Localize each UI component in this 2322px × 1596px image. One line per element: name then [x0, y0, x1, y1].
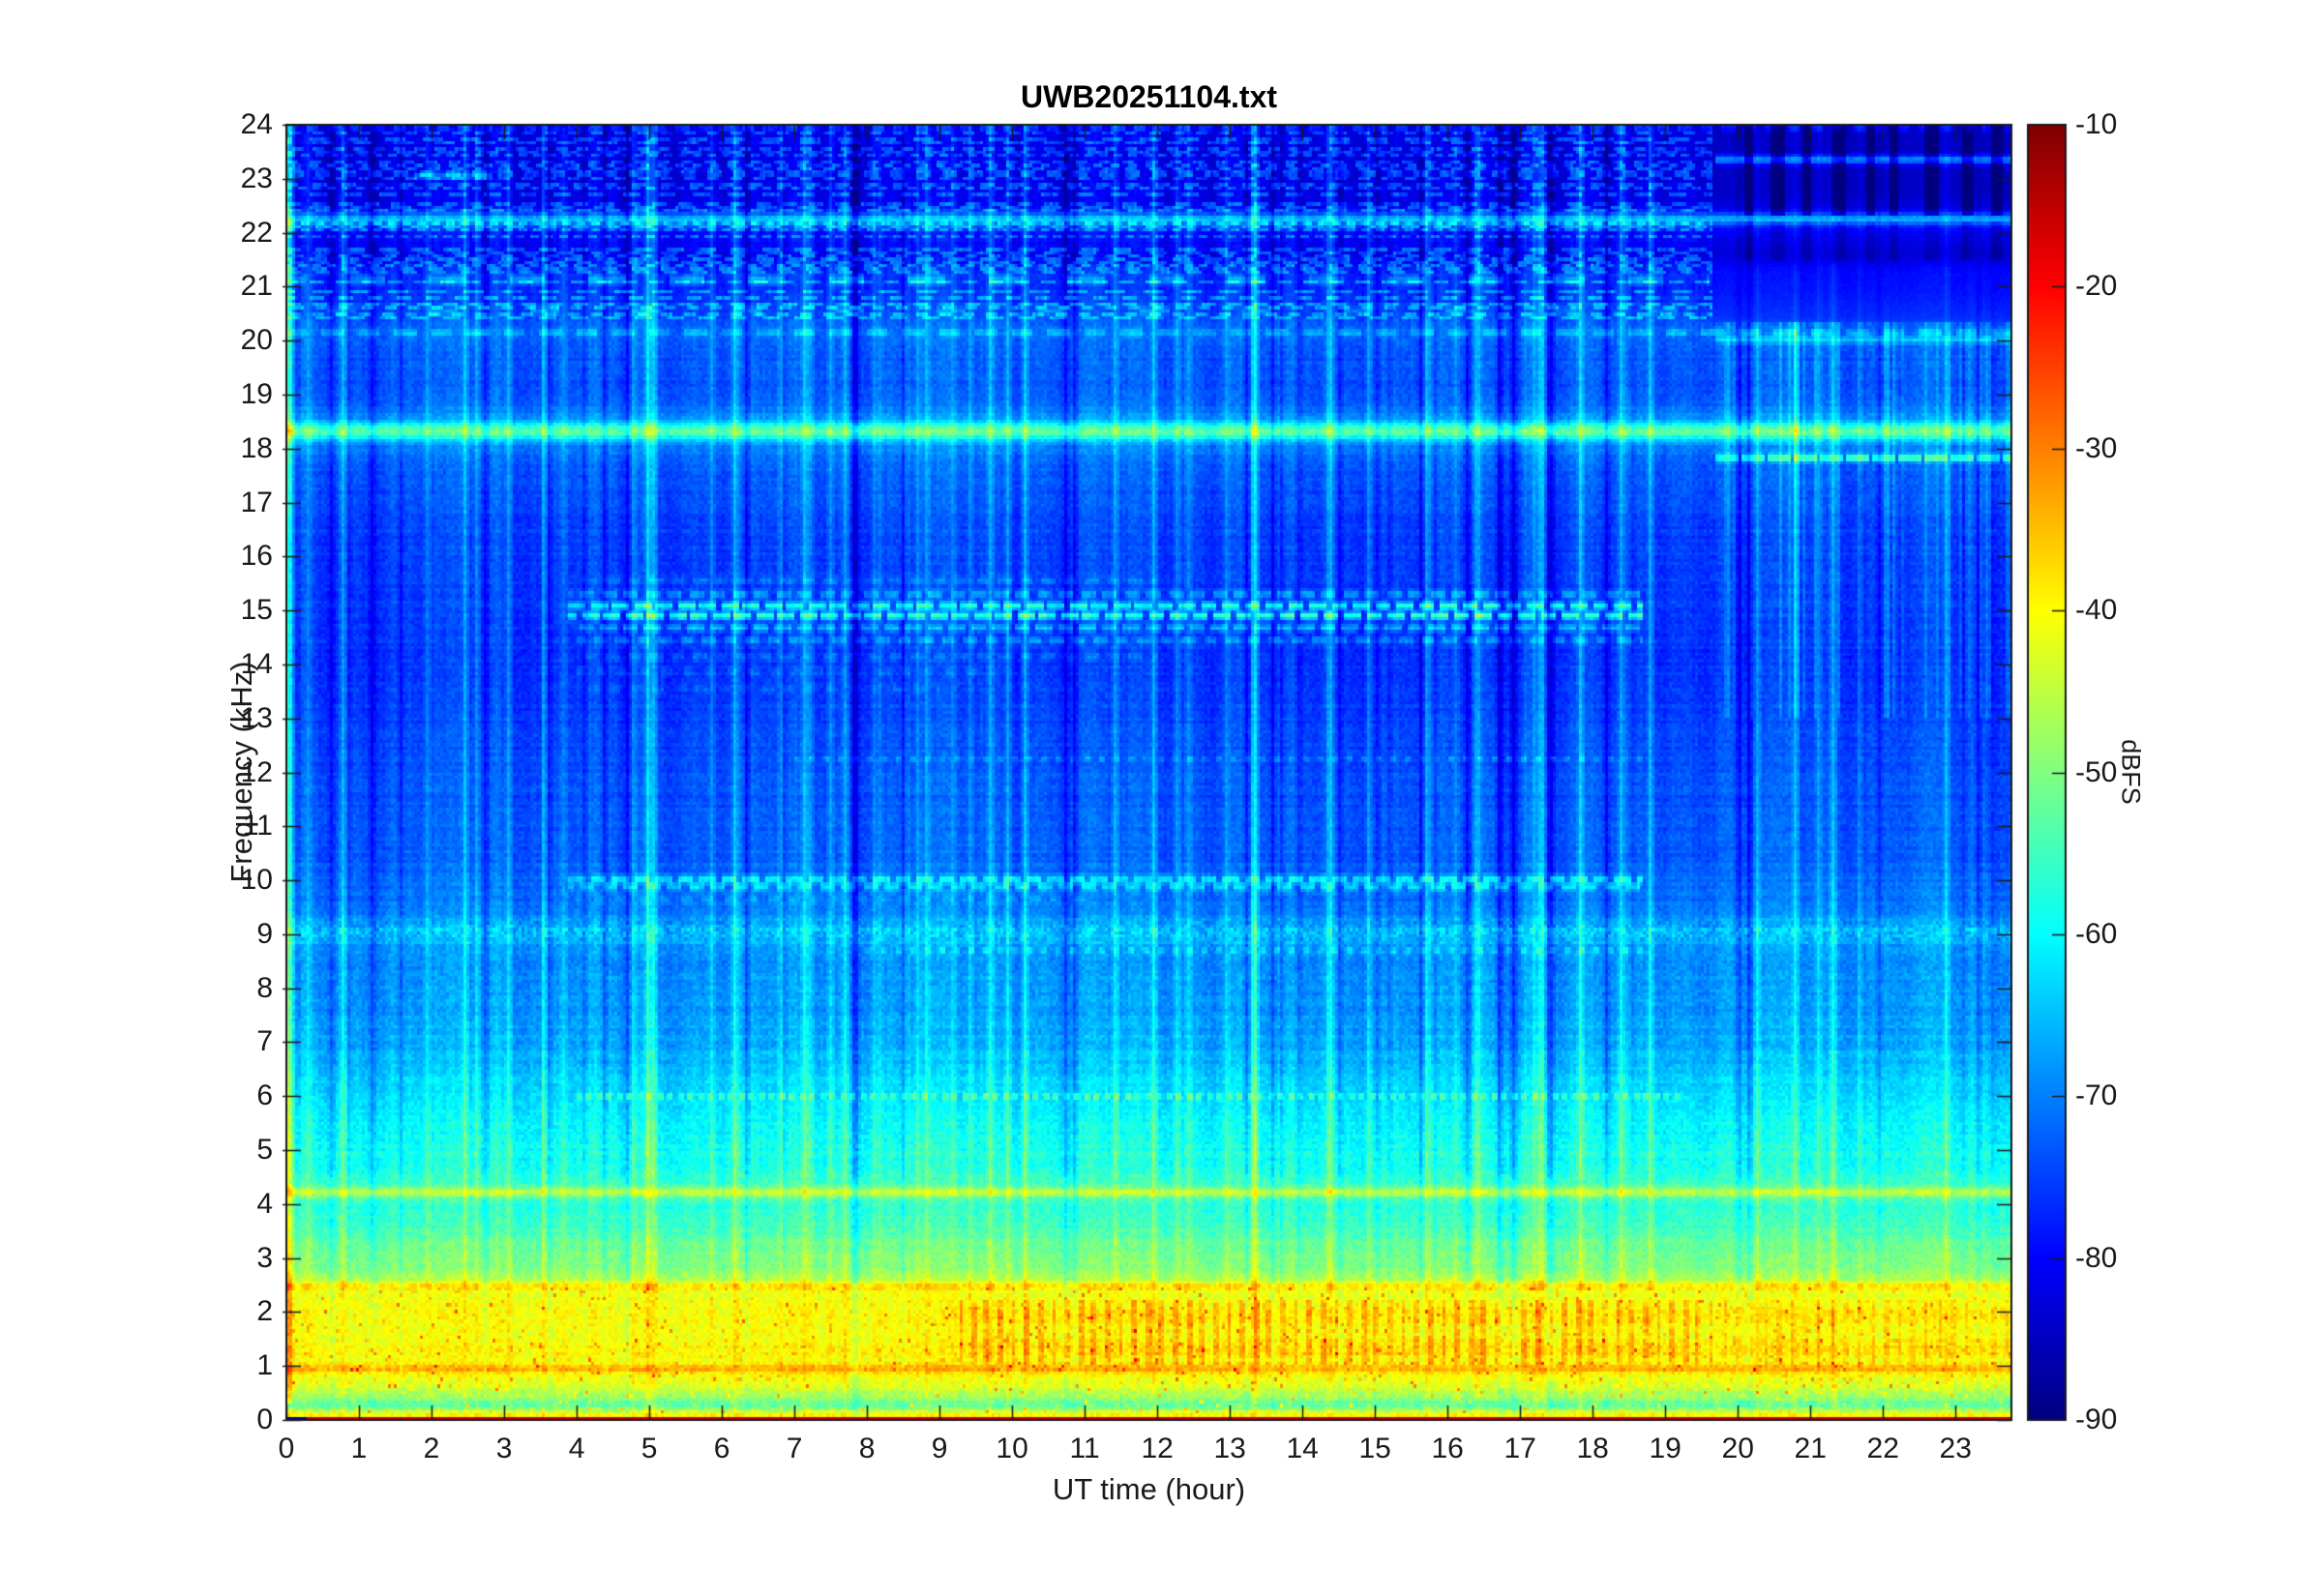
x-tick-label-20: 20 [1721, 1433, 1754, 1464]
colorbar-tick-label--80: -80 [2075, 1241, 2118, 1274]
x-tick-label-14: 14 [1286, 1433, 1319, 1464]
x-tick-label-10: 10 [996, 1433, 1028, 1464]
y-tick-label-9: 9 [256, 917, 273, 950]
y-tick-label-1: 1 [256, 1349, 273, 1382]
colorbar-tick-label--30: -30 [2075, 431, 2118, 464]
y-tick-label-8: 8 [256, 971, 273, 1004]
y-tick-label-19: 19 [240, 377, 273, 410]
y-tick-label-24: 24 [240, 108, 273, 140]
x-tick-label-18: 18 [1576, 1433, 1609, 1464]
colorbar-tick-label--60: -60 [2075, 917, 2118, 950]
y-tick-label-10: 10 [240, 864, 273, 897]
x-tick-label-4: 4 [568, 1433, 585, 1464]
x-tick-label-0: 0 [278, 1433, 295, 1464]
y-tick-label-17: 17 [240, 486, 273, 518]
y-tick-label-0: 0 [256, 1404, 273, 1435]
colorbar-tick-label--50: -50 [2075, 755, 2118, 788]
y-tick-label-13: 13 [240, 701, 273, 734]
x-tick-label-6: 6 [713, 1433, 730, 1464]
y-tick-label-18: 18 [240, 431, 273, 464]
chart-title: UWB20251104.txt [1020, 79, 1278, 114]
colorbar-tick-label--20: -20 [2075, 270, 2118, 303]
y-tick-label-22: 22 [240, 216, 273, 249]
y-tick-label-4: 4 [256, 1187, 273, 1220]
colorbar-tick-label--10: -10 [2075, 108, 2118, 140]
x-tick-label-23: 23 [1939, 1433, 1972, 1464]
y-tick-label-3: 3 [256, 1241, 273, 1274]
x-tick-label-22: 22 [1866, 1433, 1899, 1464]
y-tick-label-7: 7 [256, 1025, 273, 1058]
x-tick-label-8: 8 [858, 1433, 876, 1464]
y-tick-label-20: 20 [240, 324, 273, 357]
x-tick-label-1: 1 [350, 1433, 368, 1464]
y-tick-label-16: 16 [240, 540, 273, 573]
x-tick-label-9: 9 [931, 1433, 948, 1464]
y-tick-label-2: 2 [256, 1295, 273, 1328]
y-tick-label-21: 21 [240, 270, 273, 303]
x-tick-label-13: 13 [1213, 1433, 1246, 1464]
colorbar-tick-label--90: -90 [2075, 1404, 2118, 1435]
x-tick-label-7: 7 [786, 1433, 803, 1464]
x-tick-label-11: 11 [1069, 1433, 1100, 1464]
y-tick-label-12: 12 [240, 755, 273, 788]
y-tick-label-23: 23 [240, 162, 273, 194]
x-tick-label-2: 2 [423, 1433, 440, 1464]
y-tick-label-14: 14 [240, 647, 273, 680]
x-tick-label-19: 19 [1649, 1433, 1682, 1464]
x-tick-label-3: 3 [495, 1433, 513, 1464]
colorbar-tick-label--70: -70 [2075, 1079, 2118, 1112]
x-tick-label-5: 5 [640, 1433, 658, 1464]
y-tick-label-5: 5 [256, 1134, 273, 1167]
x-tick-label-12: 12 [1141, 1433, 1174, 1464]
x-tick-label-17: 17 [1503, 1433, 1536, 1464]
x-tick-label-21: 21 [1794, 1433, 1827, 1464]
x-tick-label-16: 16 [1431, 1433, 1464, 1464]
y-tick-label-15: 15 [240, 594, 273, 627]
y-tick-label-11: 11 [242, 810, 273, 842]
x-tick-label-15: 15 [1358, 1433, 1391, 1464]
x-axis-title: UT time (hour) [1052, 1472, 1246, 1506]
colorbar-tick-label--40: -40 [2075, 594, 2118, 627]
y-tick-label-6: 6 [256, 1079, 273, 1112]
